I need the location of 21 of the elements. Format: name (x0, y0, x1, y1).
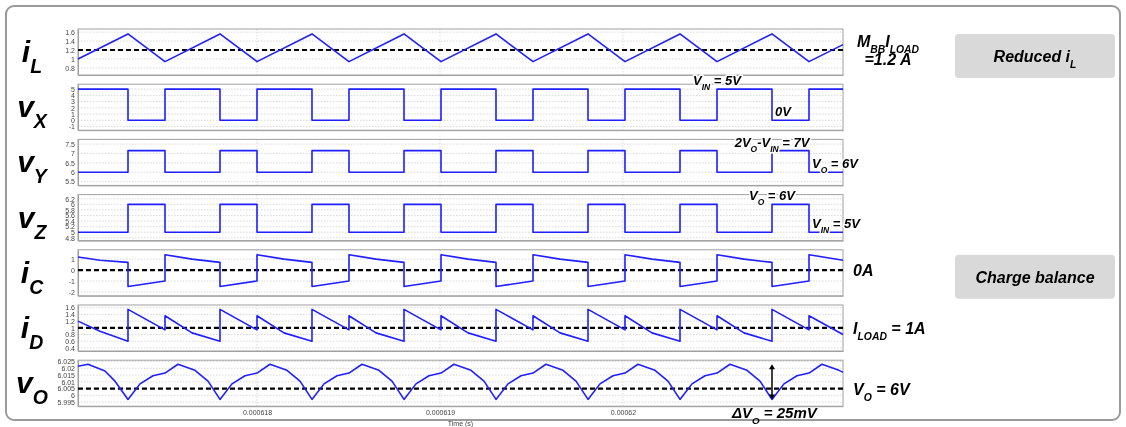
line-series (77, 363, 844, 401)
text: Reduced i$_{L}$ (993, 48, 1077, 70)
ref-line-label: I$_{LOAD}$ = 1A (853, 319, 926, 342)
annotation: V$_{O}$ = 6V (749, 188, 797, 208)
ref-line-label: 0A (853, 262, 874, 280)
y-axis-title: v$_{Z}$ (17, 200, 48, 243)
text: Charge balance (975, 268, 1095, 286)
y-axis-title: i$_{D}$ (20, 311, 44, 353)
line-series (77, 308, 844, 343)
ref-line-label: V$_{O}$ = 6V (853, 380, 911, 403)
line-series (77, 33, 844, 63)
y-axis-title: v$_{Y}$ (17, 145, 49, 188)
y-axis-title: v$_{X}$ (17, 90, 48, 133)
ref-line-label: M$_{BB}$I$_{LOAD}$ =1.2 A (856, 32, 920, 68)
y-axis-title: i$_{L}$ (21, 35, 43, 77)
annotation: V$_{IN}$ = 5V (693, 73, 743, 93)
annotation: 0V (775, 104, 793, 120)
y-axis-title: i$_{C}$ (20, 255, 45, 298)
line-series (77, 253, 844, 288)
annotation: ΔV$_{O}$ = 25mV (731, 404, 819, 426)
y-axis-title: v$_{O}$ (16, 366, 48, 409)
